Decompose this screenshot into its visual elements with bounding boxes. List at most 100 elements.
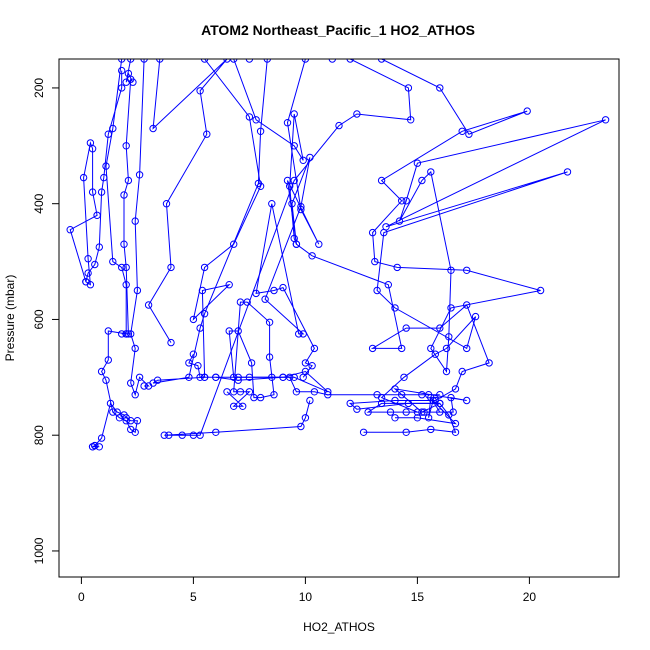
data-point — [200, 59, 209, 63]
data-point — [239, 402, 247, 410]
data-point — [335, 121, 343, 130]
data-point — [297, 422, 305, 431]
data-point — [189, 431, 198, 439]
data-point — [301, 367, 310, 376]
chart-title: ATOM2 Northeast_Pacific_1 HO2_ATHOS — [201, 22, 475, 38]
data-point — [102, 162, 110, 170]
data-point — [463, 344, 471, 353]
data-point — [368, 228, 377, 237]
data-point — [377, 176, 386, 185]
data-point — [120, 240, 128, 248]
data-point — [431, 350, 439, 358]
data-point — [109, 257, 117, 266]
data-point — [458, 367, 466, 376]
series-line — [121, 59, 134, 335]
data-point — [133, 286, 142, 295]
y-axis-label: Pressure (mbar) — [3, 275, 17, 362]
y-tick-label: 800 — [32, 425, 46, 445]
data-point — [245, 373, 254, 381]
data-point — [292, 240, 301, 248]
x-tick-label: 5 — [190, 590, 197, 604]
data-point — [315, 240, 323, 248]
data-point — [234, 327, 242, 335]
series-1 — [88, 59, 142, 451]
x-tick-label: 0 — [78, 590, 85, 604]
data-point — [463, 396, 471, 405]
data-point — [178, 431, 186, 439]
data-point — [200, 373, 209, 381]
data-point — [261, 295, 269, 303]
data-point — [135, 373, 144, 381]
data-point — [252, 116, 260, 124]
data-point — [120, 191, 128, 199]
series-line — [148, 59, 228, 343]
data-point — [308, 252, 316, 260]
data-point — [386, 408, 395, 416]
series-10 — [283, 59, 493, 436]
data-point — [88, 443, 97, 451]
data-point — [88, 145, 97, 153]
series-line — [366, 59, 606, 425]
data-point — [368, 344, 377, 353]
x-tick-label: 10 — [299, 590, 313, 604]
data-point — [283, 176, 292, 185]
data-point — [391, 414, 399, 422]
data-point — [118, 263, 126, 272]
series-3 — [66, 66, 126, 289]
data-point — [156, 59, 164, 63]
data-point — [290, 110, 298, 118]
data-point — [442, 367, 451, 376]
series-line — [233, 59, 315, 378]
data-point — [447, 393, 455, 402]
data-point — [104, 327, 113, 335]
data-point — [165, 431, 173, 439]
plot-content — [66, 59, 610, 451]
data-point — [310, 344, 319, 353]
data-point — [91, 260, 99, 269]
data-point — [301, 59, 310, 63]
data-point — [436, 408, 444, 416]
data-point — [198, 286, 207, 295]
data-point — [120, 411, 128, 419]
data-point — [436, 399, 444, 408]
data-point — [149, 124, 157, 133]
data-point — [189, 315, 198, 324]
data-point — [299, 156, 307, 165]
data-point — [402, 408, 410, 416]
data-point — [122, 263, 130, 272]
data-point — [353, 110, 361, 118]
data-point — [402, 197, 410, 205]
data-point — [398, 344, 406, 353]
data-point — [418, 176, 426, 185]
data-point — [79, 173, 88, 182]
data-point — [185, 373, 193, 381]
data-point — [451, 428, 460, 436]
data-point — [463, 266, 471, 274]
data-point — [131, 391, 139, 399]
data-point — [400, 373, 408, 381]
plot-frame — [58, 58, 620, 578]
plot-area — [66, 59, 610, 451]
data-point — [485, 359, 493, 367]
data-point — [140, 59, 148, 63]
data-point — [380, 228, 388, 237]
data-point — [93, 211, 101, 220]
data-point — [407, 116, 415, 124]
data-point — [353, 405, 361, 413]
data-point — [346, 399, 354, 408]
data-point — [118, 59, 126, 63]
data-point — [95, 243, 104, 251]
data-point — [429, 396, 437, 405]
data-point — [131, 428, 139, 436]
data-point — [436, 84, 444, 92]
data-point — [270, 286, 278, 295]
series-line — [69, 70, 123, 286]
data-point — [447, 266, 455, 274]
y-tick-label: 200 — [32, 78, 46, 98]
data-point — [212, 373, 220, 381]
data-point — [265, 318, 274, 326]
series-line — [92, 59, 139, 448]
series-line — [215, 376, 440, 396]
data-point — [230, 240, 238, 248]
